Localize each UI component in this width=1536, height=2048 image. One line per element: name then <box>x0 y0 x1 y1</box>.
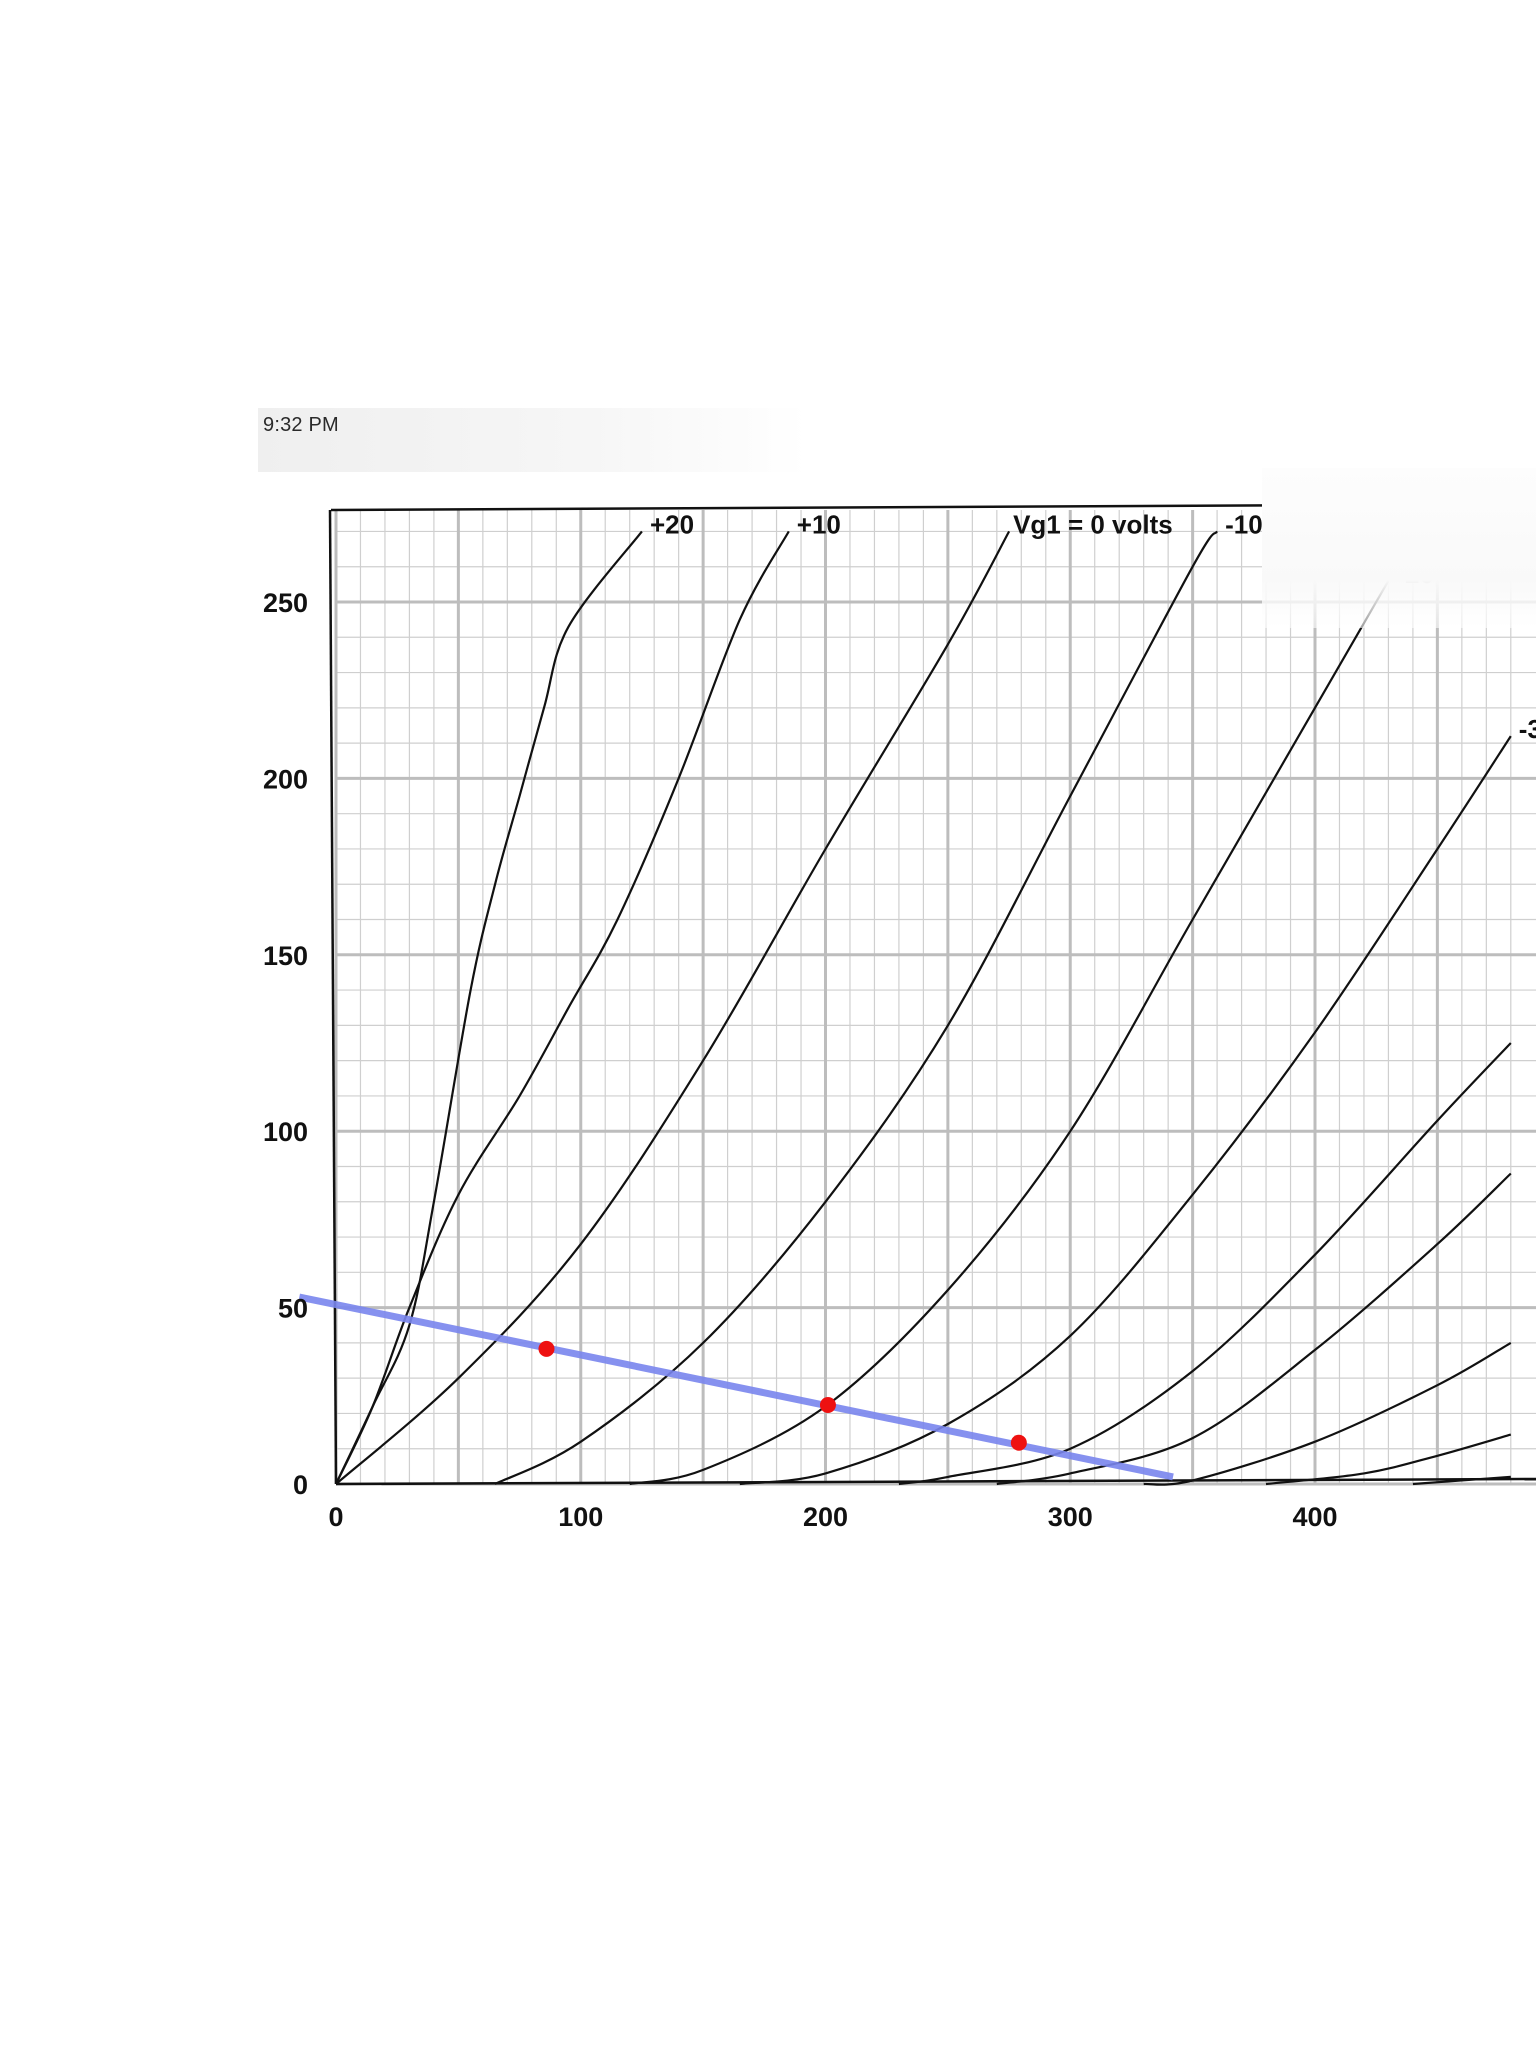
curve-label-1: +10 <box>797 509 841 539</box>
axes <box>328 502 1536 1486</box>
curve-label-3: -10 <box>1225 509 1263 539</box>
operating-point-1 <box>819 1396 836 1413</box>
load-line <box>298 1293 1174 1481</box>
y-tick-label: 100 <box>263 1117 308 1147</box>
status-bar-time: 9:32 PM <box>263 414 339 436</box>
x-tick-label: 400 <box>1292 1502 1337 1532</box>
plate-curve-7 <box>996 1172 1512 1486</box>
curve-label-2: Vg1 = 0 volts <box>1013 509 1173 539</box>
y-tick-label: 0 <box>293 1470 308 1500</box>
y-tick-label: 200 <box>263 764 308 794</box>
y-axis-line <box>328 509 338 1485</box>
curve-label-0: +20 <box>650 509 694 539</box>
load-line-layer <box>298 1293 1174 1481</box>
operating-point-0 <box>538 1340 555 1357</box>
plate-curve-0 <box>336 530 643 1485</box>
x-tick-label: 100 <box>558 1502 603 1532</box>
y-tick-label: 150 <box>263 941 308 971</box>
plate-curve-3 <box>494 530 1219 1485</box>
y-tick-label: 50 <box>278 1294 308 1324</box>
plate-curve-2 <box>336 530 1011 1485</box>
plate-curve-10 <box>1412 1475 1511 1486</box>
x-axis-line <box>335 1477 1536 1486</box>
operating-point-2 <box>1010 1434 1027 1451</box>
curve-label-5: -30 <box>1519 714 1536 744</box>
tick-labels: 0 50 100 150 200 250 0 100 200 300 400 <box>263 588 1338 1532</box>
plate-curve-8 <box>1143 1341 1512 1486</box>
x-tick-label: 200 <box>803 1502 848 1532</box>
x-tick-label: 300 <box>1048 1502 1093 1532</box>
operating-points-layer <box>538 1340 1027 1451</box>
status-bar-strip <box>258 408 808 472</box>
grid-minor <box>336 510 1536 1484</box>
plate-curve-5 <box>739 735 1512 1486</box>
plate-curve-6 <box>898 1042 1512 1486</box>
x-tick-label: 0 <box>328 1502 343 1532</box>
grid-major <box>334 510 1536 1486</box>
plate-curve-4 <box>629 580 1390 1486</box>
plate-curve-1 <box>336 530 790 1485</box>
plate-curves <box>336 530 1512 1486</box>
overexposed-corner <box>1262 468 1536 628</box>
y-tick-label: 250 <box>263 588 308 618</box>
plate-curve-9 <box>1265 1433 1512 1486</box>
